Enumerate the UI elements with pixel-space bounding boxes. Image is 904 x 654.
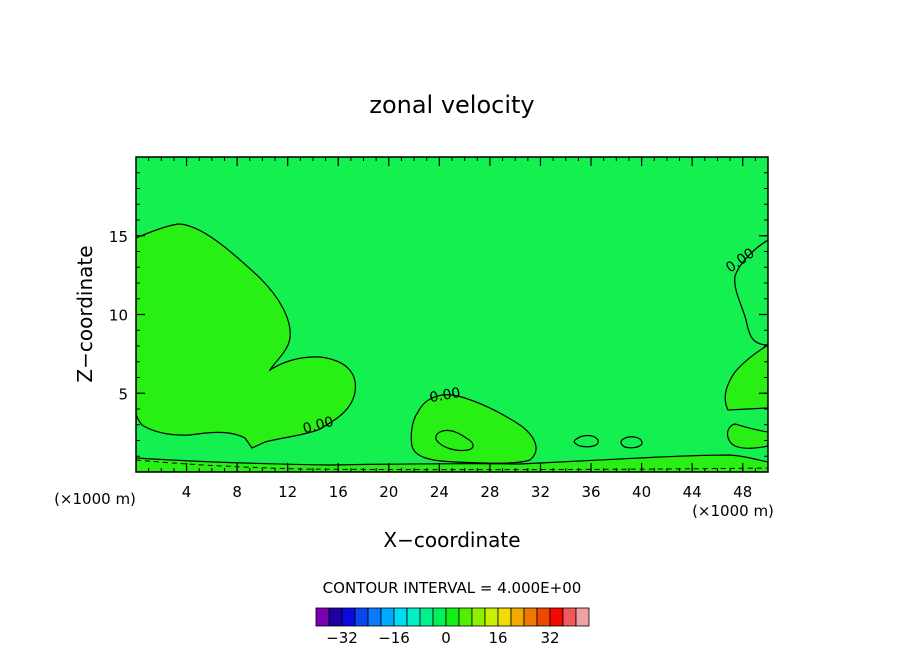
chart-title: zonal velocity (369, 91, 534, 119)
contour-line-right-upper (734, 239, 768, 346)
colorbar-swatch (536, 607, 551, 627)
y-tick-label: 5 (118, 385, 128, 403)
contour-label: 0.00 (428, 385, 461, 406)
y-axis-ticks: 5 10 15 (109, 228, 768, 403)
colorbar-swatch (471, 607, 486, 627)
x-tick-label: 32 (531, 483, 550, 501)
positive-region-right (724, 344, 768, 411)
colorbar-swatch (406, 607, 421, 627)
colorbar-tick-labels: −32 −16 0 16 32 (326, 629, 559, 647)
y-tick-label: 15 (109, 228, 128, 246)
contour-label: 0.00 (301, 414, 335, 438)
x-tick-label: 20 (379, 483, 398, 501)
colorbar-swatch (393, 607, 408, 627)
x-tick-label: 48 (733, 483, 752, 501)
colorbar-tick-label: −32 (326, 629, 358, 647)
y-unit-label: (×1000 m) (54, 490, 136, 508)
x-tick-label: 4 (182, 483, 192, 501)
x-tick-label: 8 (232, 483, 242, 501)
positive-region-lower-right (726, 423, 768, 449)
y-axis-label: Z−coordinate (73, 245, 97, 382)
colorbar-tick-label: 0 (441, 629, 451, 647)
colorbar-swatch (484, 607, 499, 627)
y-tick-label: 10 (109, 307, 128, 325)
colorbar-swatch (523, 607, 538, 627)
colorbar-swatch (458, 607, 473, 627)
contour-line-small-2 (620, 436, 643, 449)
x-tick-label: 44 (683, 483, 702, 501)
colorbar-swatch (562, 607, 577, 627)
colorbar-swatch (497, 607, 512, 627)
colorbar-swatch (315, 607, 330, 627)
x-unit-label: (×1000 m) (692, 502, 774, 520)
colorbar-swatch (354, 607, 369, 627)
colorbar-swatch (510, 607, 525, 627)
colorbar-swatch (432, 607, 447, 627)
colorbar-swatch (367, 607, 382, 627)
x-axis-ticks: 4 8 12 16 20 24 28 32 36 40 44 48 (182, 157, 752, 501)
x-tick-label: 24 (430, 483, 449, 501)
contour-labels: 0.000.000.00 (301, 245, 758, 437)
colorbar-tick-label: 16 (488, 629, 507, 647)
contour-interval-text: CONTOUR INTERVAL = 4.000E+00 (323, 579, 582, 597)
x-tick-label: 36 (581, 483, 600, 501)
colorbar-swatch (341, 607, 356, 627)
positive-region-left (136, 223, 356, 449)
colorbar-swatch (445, 607, 460, 627)
x-tick-label: 12 (278, 483, 297, 501)
contour-line-small-1 (573, 434, 599, 448)
colorbar-swatch (328, 607, 343, 627)
colorbar-tick-label: 32 (540, 629, 559, 647)
colorbar (315, 607, 590, 627)
x-tick-label: 28 (480, 483, 499, 501)
colorbar-swatch (575, 607, 590, 627)
colorbar-swatch (549, 607, 564, 627)
x-tick-label: 16 (329, 483, 348, 501)
colorbar-tick-label: −16 (378, 629, 410, 647)
x-axis-label: X−coordinate (383, 528, 520, 552)
contour-line-bottom-dashed (136, 459, 768, 471)
contour-line-inner-center (435, 429, 474, 452)
bottom-band (136, 454, 768, 472)
colorbar-swatch (380, 607, 395, 627)
colorbar-swatch (419, 607, 434, 627)
x-tick-label: 40 (632, 483, 651, 501)
